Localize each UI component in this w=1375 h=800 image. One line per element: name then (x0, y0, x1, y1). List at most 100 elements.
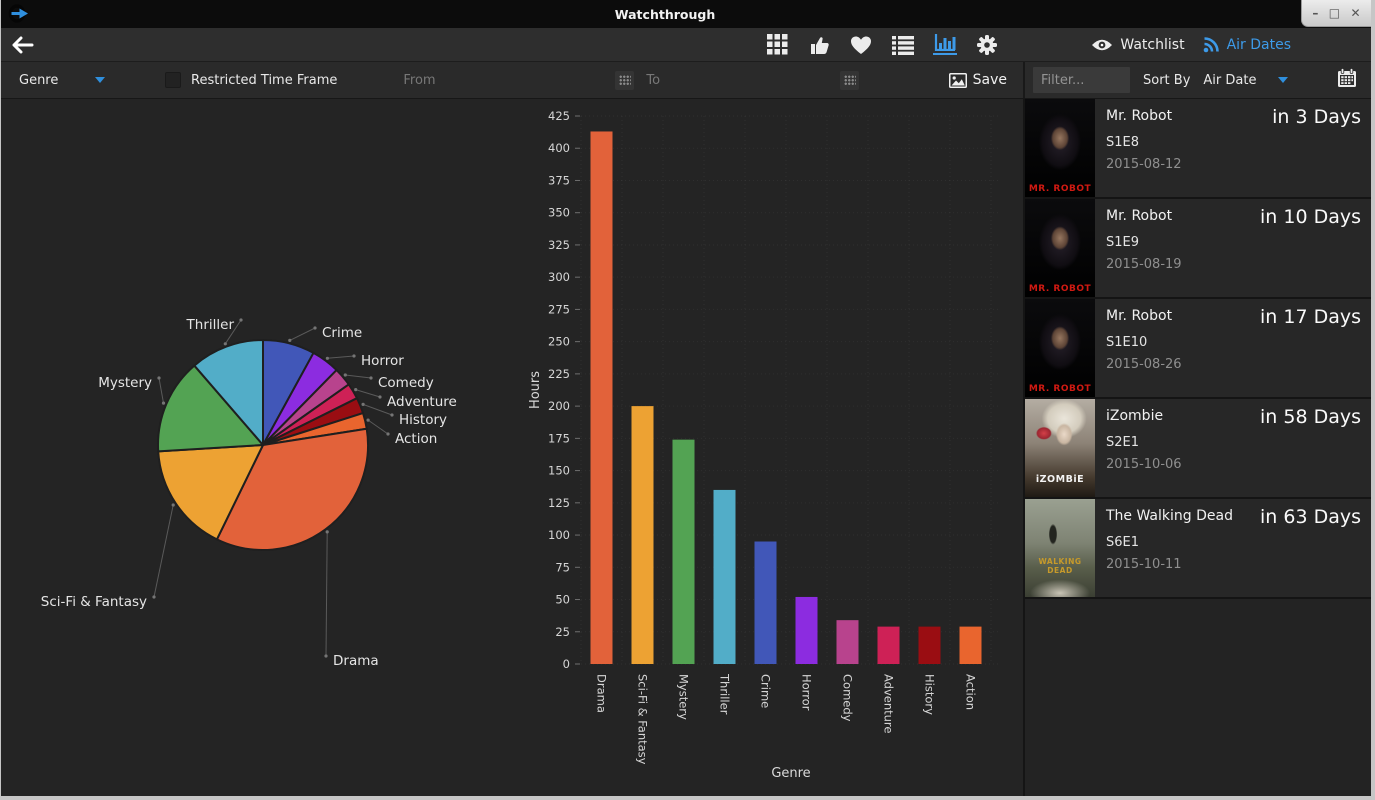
show-poster: MR. ROBOT (1025, 99, 1095, 197)
svg-text:Action: Action (395, 431, 437, 447)
svg-text:Horror: Horror (361, 353, 404, 369)
svg-text:Crime: Crime (759, 674, 773, 708)
nav-links: Watchlist Air Dates (1091, 37, 1291, 53)
eye-icon (1092, 39, 1113, 50)
image-icon (948, 72, 967, 88)
svg-text:Comedy: Comedy (378, 375, 434, 391)
list-view-icon[interactable] (891, 35, 915, 55)
rss-icon (1203, 36, 1219, 52)
air-date: 2015-08-19 (1106, 257, 1182, 272)
grid-view-icon[interactable] (765, 34, 789, 55)
active-tab-underline (933, 53, 958, 55)
svg-text:History: History (399, 412, 447, 428)
svg-text:300: 300 (548, 270, 570, 284)
svg-text:375: 375 (548, 173, 570, 187)
save-button-label: Save (972, 72, 1007, 88)
show-title: iZombie (1106, 408, 1164, 424)
episode-list-item[interactable]: iZOMBiE iZombie in 58 Days S2E1 2015-10-… (1025, 399, 1371, 499)
svg-text:Mystery: Mystery (677, 674, 691, 720)
sort-dropdown[interactable]: Air Date (1203, 72, 1257, 88)
show-poster: WALKING DEAD (1025, 499, 1095, 597)
sortby-label: Sort By (1143, 72, 1191, 88)
svg-text:400: 400 (548, 141, 570, 155)
watchlist-label: Watchlist (1120, 36, 1185, 53)
svg-text:History: History (923, 674, 937, 715)
svg-text:325: 325 (548, 238, 570, 252)
air-date: 2015-08-26 (1106, 357, 1182, 372)
heart-icon[interactable] (849, 35, 873, 55)
from-date-input[interactable] (393, 72, 606, 88)
save-chart-button[interactable]: Save (948, 72, 1007, 88)
airdate-countdown: in 3 Days (1272, 106, 1361, 128)
svg-text:Crime: Crime (322, 325, 362, 341)
svg-text:Horror: Horror (800, 674, 814, 711)
svg-text:Adventure: Adventure (387, 394, 457, 410)
svg-text:350: 350 (548, 206, 570, 220)
svg-text:Mystery: Mystery (98, 375, 152, 391)
maximize-button[interactable]: □ (1328, 6, 1341, 20)
episode-number: S1E10 (1106, 335, 1148, 350)
genre-dropdown[interactable]: Genre (19, 73, 105, 88)
restricted-timeframe-checkbox[interactable] (165, 72, 181, 88)
sidebar-filterbar: Sort By Air Date (1023, 62, 1371, 98)
window-controls: – □ ✕ (1301, 0, 1371, 27)
episode-number: S6E1 (1106, 535, 1140, 550)
episode-list-item[interactable]: MR. ROBOT Mr. Robot in 3 Days S1E8 2015-… (1025, 99, 1371, 199)
calendar-view-button[interactable] (1337, 68, 1357, 92)
episode-number: S1E9 (1106, 235, 1140, 250)
svg-text:Sci-Fi & Fantasy: Sci-Fi & Fantasy (41, 594, 147, 610)
show-title: The Walking Dead (1106, 508, 1233, 524)
svg-text:175: 175 (548, 431, 570, 445)
show-title: Mr. Robot (1106, 308, 1173, 324)
svg-text:Drama: Drama (333, 653, 379, 669)
poster-caption: MR. ROBOT (1028, 184, 1092, 194)
svg-text:100: 100 (548, 528, 570, 542)
airdate-countdown: in 10 Days (1260, 206, 1361, 228)
show-poster: MR. ROBOT (1025, 299, 1095, 397)
svg-text:125: 125 (548, 496, 570, 510)
calendar-icon (1338, 68, 1356, 87)
episode-list-item[interactable]: MR. ROBOT Mr. Robot in 10 Days S1E9 2015… (1025, 199, 1371, 299)
airdate-countdown: in 63 Days (1260, 506, 1361, 528)
svg-text:200: 200 (548, 399, 570, 413)
calendar-grid-icon (843, 75, 856, 85)
from-datepicker-button[interactable] (615, 70, 635, 90)
minimize-button[interactable]: – (1312, 6, 1319, 20)
app-logo-icon (8, 4, 29, 27)
restricted-timeframe-label: Restricted Time Frame (191, 72, 338, 88)
svg-text:Genre: Genre (771, 766, 810, 781)
poster-caption: MR. ROBOT (1028, 384, 1092, 394)
svg-text:Hours: Hours (528, 371, 543, 409)
genre-dropdown-label: Genre (19, 72, 59, 88)
chart-filterbar: Genre Restricted Time Frame Save (1, 62, 1023, 98)
poster-caption: MR. ROBOT (1028, 284, 1092, 294)
episode-number: S2E1 (1106, 435, 1140, 450)
filter-input[interactable] (1033, 67, 1130, 93)
airdates-link[interactable]: Air Dates (1203, 37, 1291, 53)
episode-list-item[interactable]: WALKING DEAD The Walking Dead in 63 Days… (1025, 499, 1371, 599)
episode-list-item[interactable]: MR. ROBOT Mr. Robot in 17 Days S1E10 201… (1025, 299, 1371, 399)
svg-text:Comedy: Comedy (841, 674, 855, 722)
watchlist-link[interactable]: Watchlist (1091, 36, 1185, 53)
svg-text:25: 25 (555, 625, 570, 639)
show-title: Mr. Robot (1106, 108, 1173, 124)
filter-row: Genre Restricted Time Frame Save (1, 62, 1371, 99)
show-title: Mr. Robot (1106, 208, 1173, 224)
airdates-list: MR. ROBOT Mr. Robot in 3 Days S1E8 2015-… (1023, 99, 1371, 796)
to-date-input[interactable] (642, 72, 831, 88)
chevron-down-icon (95, 77, 105, 83)
thumbs-up-icon[interactable] (807, 35, 831, 55)
stats-view-icon[interactable] (933, 34, 958, 55)
svg-text:0: 0 (563, 657, 570, 671)
back-button[interactable] (11, 36, 35, 54)
airdate-countdown: in 17 Days (1260, 306, 1361, 328)
airdates-label: Air Dates (1226, 36, 1291, 53)
settings-gear-icon[interactable] (975, 34, 999, 56)
to-datepicker-button[interactable] (840, 70, 860, 90)
close-button[interactable]: ✕ (1350, 6, 1361, 20)
svg-text:275: 275 (548, 302, 570, 316)
show-poster: MR. ROBOT (1025, 199, 1095, 297)
air-date: 2015-10-06 (1106, 457, 1182, 472)
svg-text:75: 75 (555, 560, 570, 574)
air-date: 2015-10-11 (1106, 557, 1182, 572)
